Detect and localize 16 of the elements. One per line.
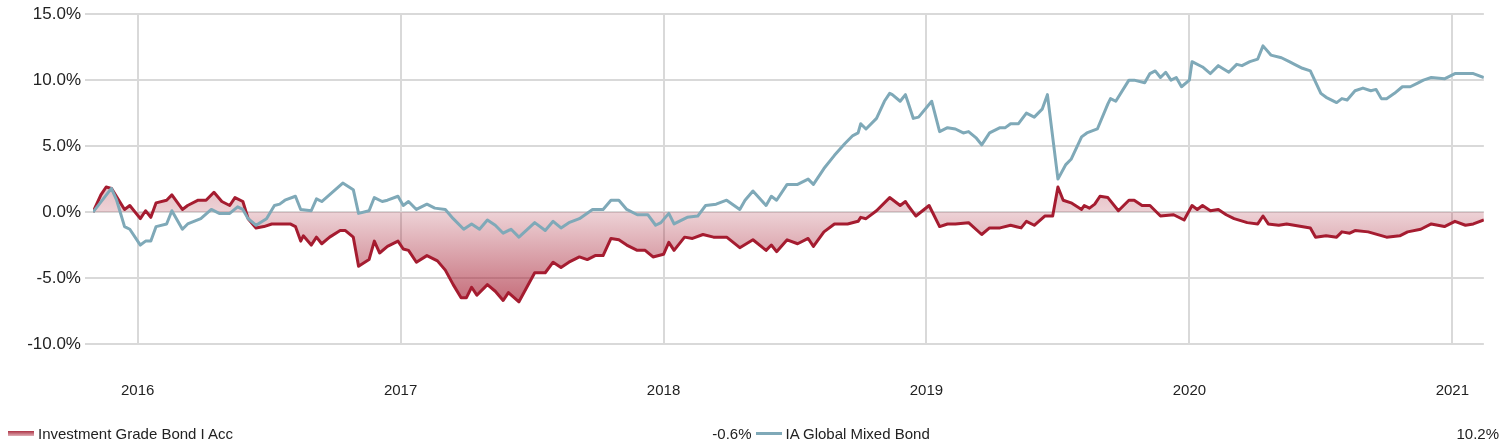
y-tick-label: 10.0% xyxy=(32,69,81,89)
x-tick-label: 2016 xyxy=(121,381,155,399)
text: -0.6% xyxy=(712,425,752,442)
x-tick-label: 2020 xyxy=(1172,381,1207,399)
y-tick-label: 15.0% xyxy=(32,3,81,23)
y-tick-label: -10.0% xyxy=(27,333,81,353)
legend-label: Investment Grade Bond I Acc xyxy=(38,425,234,442)
text: 10.2% xyxy=(1456,425,1499,442)
x-tick-label: 2018 xyxy=(646,381,681,399)
legend-label: IA Global Mixed Bond xyxy=(785,425,930,442)
y-tick-label: 0.0% xyxy=(42,201,81,221)
x-tick-label: 2017 xyxy=(383,381,418,399)
y-tick-label: -5.0% xyxy=(36,267,81,287)
x-tick-label: 2019 xyxy=(909,381,944,399)
x-tick-label: 2021 xyxy=(1435,381,1469,399)
y-tick-label: 5.0% xyxy=(42,135,81,155)
